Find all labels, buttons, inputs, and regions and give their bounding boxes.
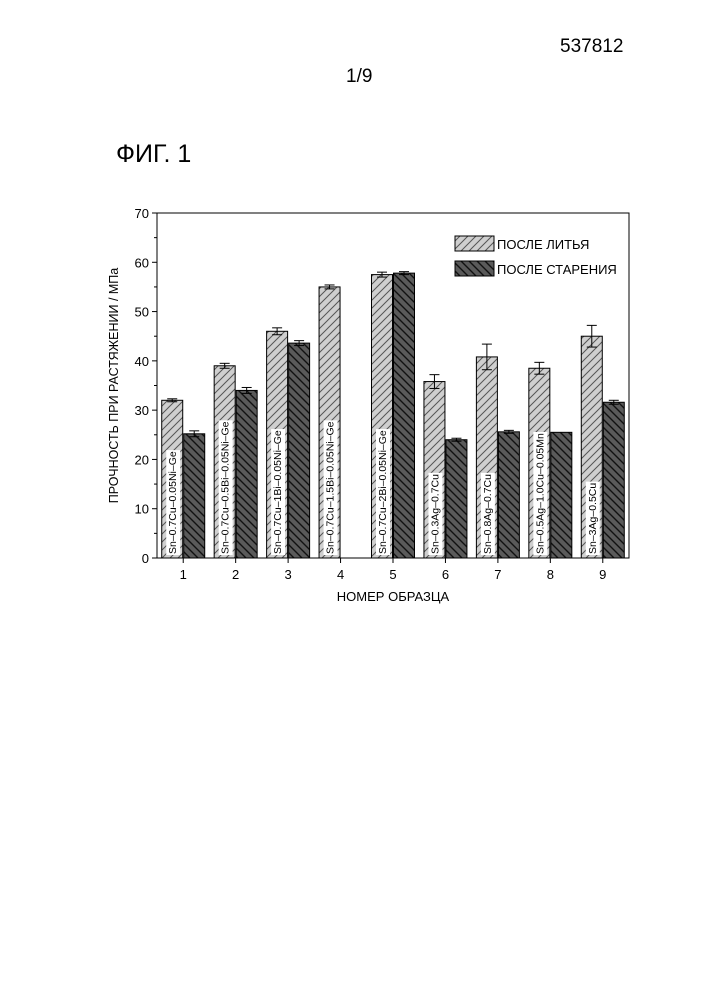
y-tick-label-40: 40	[135, 354, 149, 369]
x-tick-label-4: 4	[337, 567, 344, 582]
x-tick-label-3: 3	[284, 567, 291, 582]
x-tick-label-8: 8	[547, 567, 554, 582]
legend-label-after-aging: ПОСЛЕ СТАРЕНИЯ	[497, 262, 617, 277]
sample-label-4: Sn–0.7Cu–1.5Bi–0.05Ni–Ge	[325, 421, 337, 554]
y-tick-label-60: 60	[135, 255, 149, 270]
sample-label-1: Sn–0.7Cu–0.05Ni–Ge	[167, 451, 179, 554]
bar-after-aging-3	[289, 343, 310, 558]
y-tick-label-20: 20	[135, 452, 149, 467]
bar-after-aging-9	[603, 402, 624, 558]
bar-after-aging-1	[184, 434, 205, 558]
legend-swatch-after-aging	[455, 261, 494, 276]
sample-label-3: Sn–0.7Cu–1Bi–0.05Ni–Ge	[272, 430, 284, 554]
y-tick-label-70: 70	[135, 206, 149, 221]
legend-swatch-after-casting	[455, 236, 494, 251]
bar-after-aging-2	[236, 390, 257, 558]
y-tick-label-50: 50	[135, 305, 149, 320]
sample-label-5: Sn–0.7Cu–2Bi–0.05Ni–Ge	[377, 430, 389, 554]
x-tick-label-9: 9	[599, 567, 606, 582]
x-tick-label-7: 7	[494, 567, 501, 582]
bar-after-aging-8	[551, 432, 572, 558]
legend: ПОСЛЕ ЛИТЬЯ ПОСЛЕ СТАРЕНИЯ	[455, 236, 617, 277]
y-tick-label-0: 0	[142, 551, 149, 566]
x-tick-label-1: 1	[180, 567, 187, 582]
x-tick-label-5: 5	[389, 567, 396, 582]
x-tick-label-2: 2	[232, 567, 239, 582]
bar-after-aging-6	[446, 440, 467, 558]
y-tick-label-30: 30	[135, 403, 149, 418]
bar-after-aging-7	[498, 432, 519, 558]
sample-label-7: Sn–0.8Ag–0.7Cu	[482, 474, 494, 554]
sample-label-9: Sn–3Ag–0.5Cu	[587, 483, 599, 554]
sample-label-2: Sn–0.7Cu–0.5Bi–0.05Ni–Ge	[220, 421, 232, 554]
legend-label-after-casting: ПОСЛЕ ЛИТЬЯ	[497, 237, 589, 252]
bar-after-aging-5	[394, 273, 415, 558]
x-axis-title: НОМЕР ОБРАЗЦА	[337, 589, 450, 604]
sample-label-8: Sn–0.5Ag–1.0Cu–0.05Mn	[534, 433, 546, 554]
sample-label-6: Sn–0.3Ag–0.7Cu	[429, 474, 441, 554]
x-tick-label-6: 6	[442, 567, 449, 582]
y-tick-label-10: 10	[135, 502, 149, 517]
y-axis-title: ПРОЧНОСТЬ ПРИ РАСТЯЖЕНИИ / МПа	[107, 268, 121, 504]
